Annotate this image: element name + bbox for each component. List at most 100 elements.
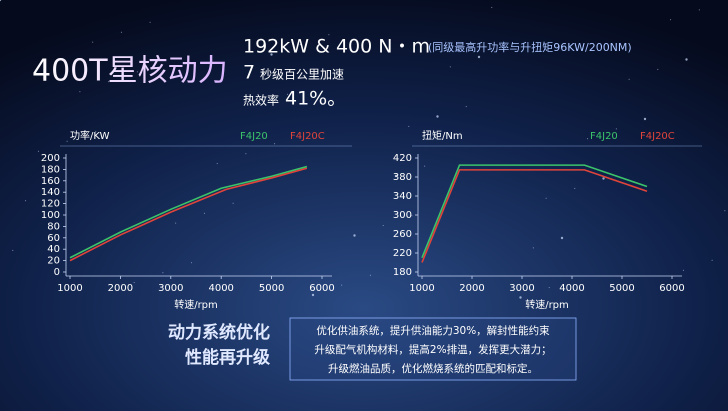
legend-entry: F4J20: [240, 131, 268, 142]
y-tick-label: 140: [41, 187, 60, 198]
star: [37, 150, 39, 152]
star: [507, 46, 509, 48]
star: [286, 93, 288, 95]
spec: 秒级百公里加速: [260, 68, 344, 82]
star: [685, 58, 688, 61]
x-tick-label: 4000: [208, 283, 233, 294]
star: [698, 9, 700, 11]
title: 400T星核动力: [32, 54, 228, 89]
x-axis-label: 转速/rpm: [525, 298, 569, 311]
star: [108, 81, 110, 83]
star: [602, 177, 605, 180]
y-tick-label: 80: [47, 221, 60, 232]
spec: 192kW & 400 N・m: [243, 36, 430, 58]
x-tick-label: 6000: [659, 283, 684, 294]
star: [79, 91, 81, 93]
star: [270, 53, 273, 56]
y-tick-label: 0: [54, 267, 60, 278]
y-tick-label: 100: [41, 210, 60, 221]
star: [133, 282, 135, 284]
spec: 41%。: [285, 88, 346, 110]
star: [12, 249, 14, 251]
star: [136, 71, 138, 73]
x-tick-label: 3000: [509, 283, 534, 294]
y-tick-label: 60: [47, 233, 60, 244]
star: [532, 247, 534, 249]
x-tick-label: 5000: [259, 283, 284, 294]
star: [628, 78, 630, 80]
spec: 7: [243, 62, 255, 84]
star: [465, 106, 467, 108]
star: [545, 197, 547, 199]
series-line: [69, 167, 308, 262]
y-tick-label: 200: [41, 153, 60, 164]
star: [175, 222, 177, 224]
star: [560, 236, 564, 240]
star: [519, 296, 522, 299]
spec: 热效率: [243, 93, 279, 108]
star: [682, 269, 684, 271]
star: [408, 125, 410, 127]
x-tick-label: 3000: [158, 283, 183, 294]
star: [274, 143, 276, 145]
y-axis-label: 扭矩/Nm: [422, 129, 463, 142]
star: [657, 68, 659, 70]
star: [615, 128, 617, 130]
y-tick-label: 260: [393, 229, 412, 240]
y-tick-label: 160: [41, 176, 60, 187]
star: [92, 41, 94, 43]
star: [369, 274, 371, 276]
y-tick-label: 380: [393, 172, 412, 183]
series-line: [421, 169, 648, 263]
y-tick-label: 180: [393, 267, 412, 278]
star: [353, 234, 356, 237]
headline: 动力系统优化: [168, 322, 270, 343]
star: [643, 117, 647, 121]
desc: 升级燃油品质，优化燃烧系统的匹配和标定。: [328, 362, 538, 375]
star: [0, 0, 2, 2]
star: [232, 202, 234, 204]
legend-entry: F4J20: [590, 131, 618, 142]
y-tick-label: 20: [47, 256, 60, 267]
star: [724, 210, 726, 212]
y-tick-label: 220: [393, 248, 412, 259]
star: [574, 187, 576, 189]
star: [25, 200, 27, 202]
spec-note: (同级最高升功率与升扭矩96KW/200NM): [428, 40, 632, 54]
star: [670, 19, 672, 21]
x-axis-label: 转速/rpm: [174, 298, 218, 311]
y-tick-label: 40: [47, 244, 60, 255]
headline: 性能再升级: [185, 347, 270, 368]
star: [311, 293, 315, 297]
star: [245, 153, 247, 155]
x-tick-label: 1000: [57, 283, 82, 294]
legend-entry: F4J20C: [290, 131, 325, 142]
star: [587, 138, 589, 140]
star: [149, 21, 151, 23]
star: [328, 34, 330, 36]
star: [548, 287, 550, 289]
star: [436, 115, 439, 118]
star: [95, 130, 97, 132]
star: [203, 212, 205, 214]
star: [491, 6, 493, 8]
x-tick-label: 2000: [459, 283, 484, 294]
star: [299, 44, 301, 46]
x-tick-label: 2000: [108, 283, 133, 294]
star: [424, 165, 426, 167]
desc-box: [289, 317, 577, 381]
y-tick-label: 180: [41, 164, 60, 175]
star: [477, 55, 481, 59]
y-tick-label: 340: [393, 191, 412, 202]
desc: 优化供油系统，提升供油能力30%，解封性能约束: [316, 324, 550, 337]
y-tick-label: 120: [41, 199, 60, 210]
legend-entry: F4J20C: [640, 131, 675, 142]
x-tick-label: 5000: [609, 283, 634, 294]
star: [216, 163, 218, 165]
series-line: [421, 164, 648, 259]
star: [66, 140, 68, 142]
star: [120, 31, 122, 33]
y-tick-label: 300: [393, 210, 412, 221]
